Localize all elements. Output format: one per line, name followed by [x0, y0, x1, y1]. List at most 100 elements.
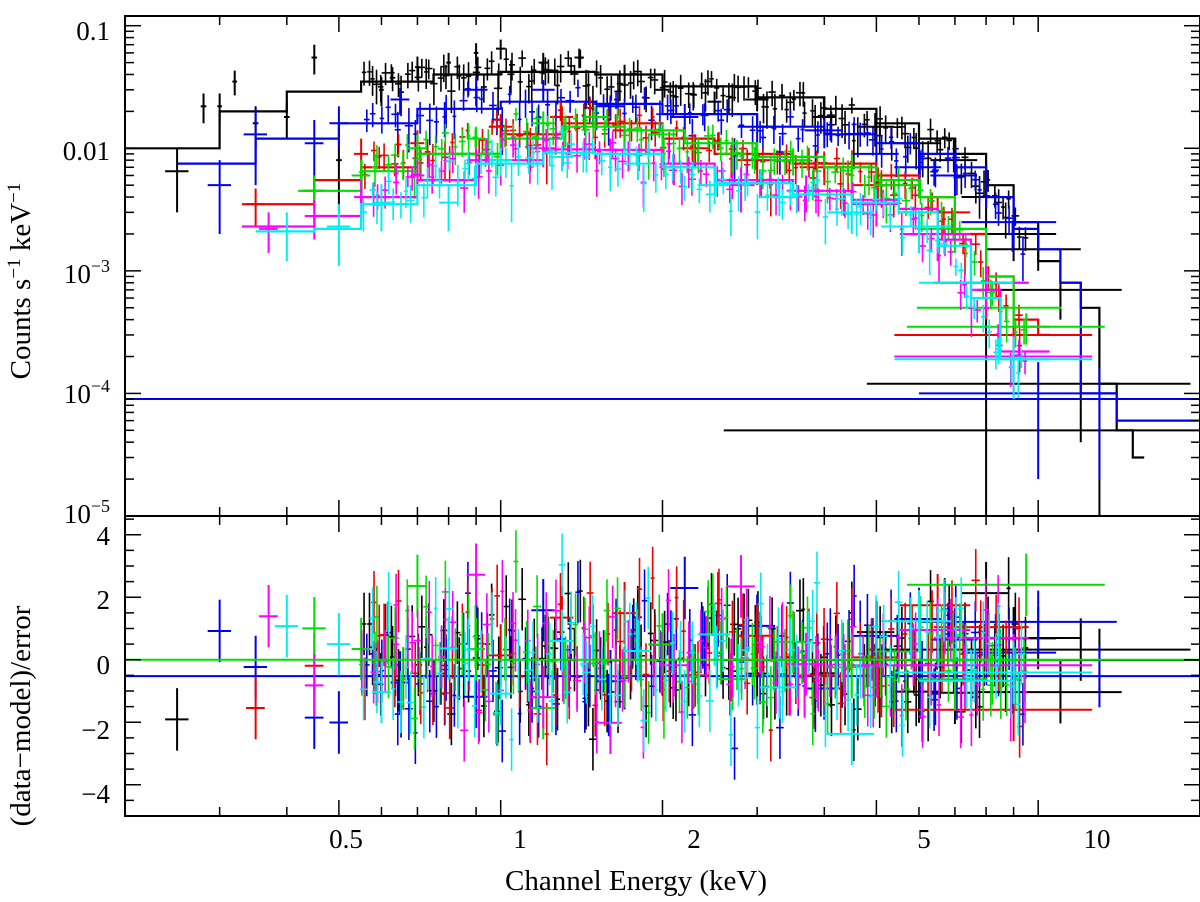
residual-green — [750, 636, 759, 700]
channel-magenta — [686, 156, 692, 189]
channel-magenta — [947, 240, 954, 266]
residual-wide-blue — [207, 599, 232, 663]
channel-green — [400, 151, 406, 180]
channel-magenta — [460, 171, 469, 213]
resid-tick-label-4: 4 — [97, 521, 111, 551]
channel-green — [581, 116, 590, 149]
residual-green — [945, 639, 952, 702]
residual-wide-magenta — [466, 543, 486, 607]
residual-wide-green — [407, 554, 427, 618]
channel-blue — [778, 124, 787, 146]
residual-green — [656, 594, 663, 658]
channel-blue — [673, 98, 679, 115]
channel-cyan — [1017, 349, 1026, 368]
x-tick-label-2: 2 — [687, 824, 701, 854]
residual-black — [647, 602, 654, 665]
residual-red — [494, 564, 500, 628]
channel-blue — [529, 100, 535, 127]
channel-cyan — [696, 178, 703, 204]
residual-cyan — [1017, 622, 1026, 686]
residual-cyan — [359, 657, 368, 721]
residual-red — [586, 561, 594, 625]
residual-red — [890, 664, 898, 728]
residual-green — [866, 624, 871, 688]
channel-black — [567, 58, 575, 76]
residual-cyan — [645, 566, 651, 630]
channel-cyan — [433, 155, 438, 180]
channel-cyan — [917, 212, 922, 234]
residual-cyan — [640, 689, 648, 752]
channel-red — [978, 250, 984, 278]
channel-red — [586, 98, 594, 119]
channel-cyan — [531, 140, 535, 169]
channel-red — [706, 140, 713, 163]
residual-wide-magenta — [894, 634, 1093, 697]
residual-wide-blue — [329, 691, 349, 754]
channel-black — [484, 58, 491, 81]
channel-green — [862, 174, 867, 199]
residual-red — [544, 702, 549, 766]
channel-cyan — [534, 147, 541, 185]
channel-blue — [795, 128, 801, 152]
channel-cyan — [462, 159, 468, 180]
channel-green — [627, 117, 632, 143]
channel-green — [545, 115, 550, 137]
channel-blue — [851, 117, 857, 133]
residual-wide-magenta — [786, 632, 825, 696]
residual-wide-magenta — [304, 654, 324, 717]
channel-blue — [1005, 205, 1013, 235]
residual-cyan — [579, 632, 587, 696]
channel-blue — [738, 115, 745, 138]
channel-green — [638, 127, 644, 157]
residual-green — [803, 596, 812, 660]
residual-cyan — [465, 618, 471, 682]
residual-cyan — [964, 645, 970, 709]
residual-wide-cyan — [759, 656, 798, 719]
resid-tick-label-m4: −4 — [81, 779, 110, 809]
channel-cyan — [736, 176, 742, 212]
channel-black — [768, 80, 776, 107]
channel-black — [598, 65, 603, 95]
channel-blue — [888, 127, 894, 149]
channel-black — [714, 78, 720, 100]
channel-blue — [894, 148, 899, 178]
channel-blue — [667, 99, 675, 125]
channel-green — [561, 115, 570, 148]
channel-black — [704, 70, 712, 96]
residual-magenta — [513, 609, 518, 672]
channel-black — [474, 56, 482, 81]
channel-green — [927, 188, 934, 216]
model-line-green — [298, 125, 1050, 328]
channel-black — [946, 132, 952, 151]
channel-cyan — [765, 182, 770, 211]
channel-blue — [863, 122, 871, 147]
residual-red — [902, 602, 908, 666]
data-point-green — [583, 106, 607, 131]
channel-green — [466, 123, 471, 152]
channel-magenta — [802, 185, 807, 222]
channel-magenta — [430, 164, 435, 194]
residual-black — [361, 592, 367, 656]
residual-green — [614, 577, 621, 640]
data-point-green — [773, 148, 812, 176]
residual-green — [703, 580, 713, 643]
residual-magenta — [382, 629, 389, 693]
residual-magenta — [957, 685, 964, 749]
channel-cyan — [563, 151, 572, 178]
channel-black — [554, 71, 561, 105]
residual-magenta — [849, 595, 857, 658]
channel-black — [872, 113, 878, 147]
channel-black — [367, 60, 372, 86]
residual-black — [893, 614, 901, 678]
channel-cyan — [899, 224, 906, 255]
residual-cyan — [886, 645, 894, 709]
data-point-cyan — [549, 145, 574, 172]
data-point-black — [217, 93, 222, 124]
channel-blue — [426, 103, 434, 146]
channel-green — [656, 121, 663, 139]
channel-black — [883, 115, 888, 145]
residual-red — [441, 661, 449, 725]
channel-magenta — [482, 138, 491, 164]
residual-cyan — [908, 597, 914, 660]
spectrum-y-tick-labels: 0.1 0.01 10−3 10−4 10−5 — [63, 16, 110, 529]
